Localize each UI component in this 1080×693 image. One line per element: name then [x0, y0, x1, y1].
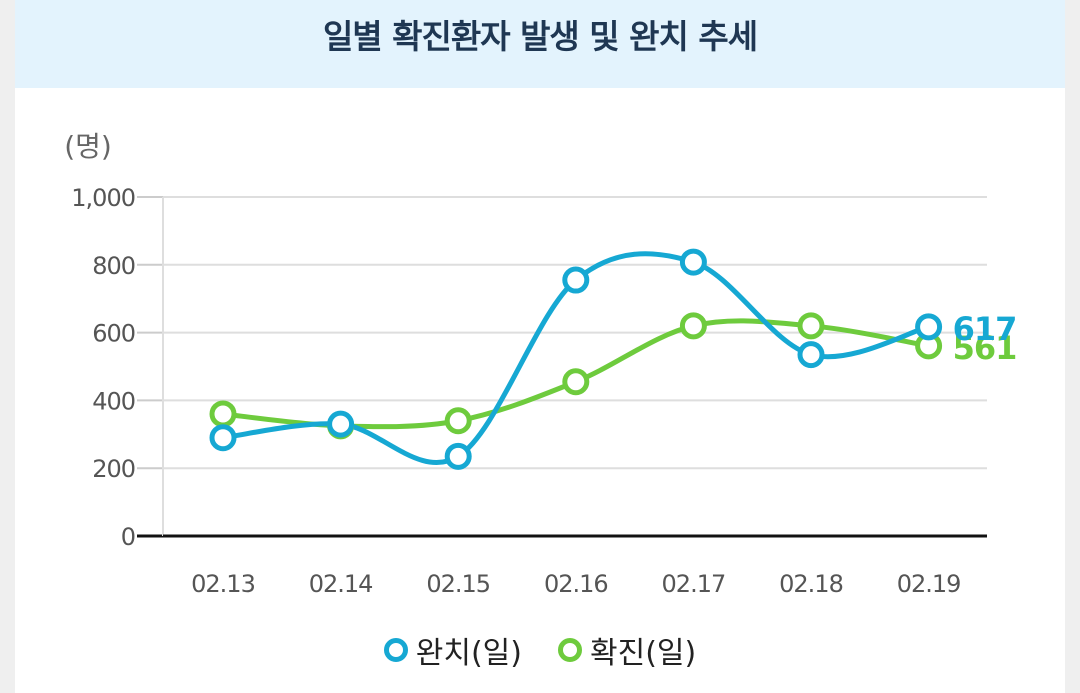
legend-item-recovered[interactable]: 완치(일) [383, 628, 522, 672]
y-tick-label: 400 [92, 387, 135, 415]
y-tick-label: 0 [121, 523, 135, 551]
x-tick-label: 02.19 [897, 570, 961, 598]
confirmed-point [679, 312, 707, 340]
confirmed-end-label: 561 [953, 329, 1017, 367]
recovered-end-label: 617 [953, 310, 1017, 348]
confirmed-marker-icon [558, 638, 582, 662]
y-tick-label: 1,000 [71, 184, 135, 212]
y-tick-label: 600 [92, 320, 135, 348]
chart-legend: 완치(일) 확진(일) [0, 628, 1080, 672]
recovered-marker-icon [383, 638, 408, 662]
x-tick-label: 02.16 [544, 570, 608, 598]
legend-label-confirmed: 확진(일) [590, 636, 697, 671]
y-tick-label: 800 [92, 252, 135, 280]
legend-item-confirmed[interactable]: 확진(일) [558, 628, 696, 672]
x-tick-label: 02.17 [662, 570, 726, 598]
recovered-point [797, 341, 825, 369]
recovered-point [209, 424, 237, 452]
recovered-point [679, 248, 707, 276]
x-tick-label: 02.13 [191, 570, 255, 598]
confirmed-point [562, 368, 590, 396]
chart-title: 일별 확진환자 발생 및 완치 추세 [322, 17, 758, 56]
x-tick-label: 02.15 [426, 570, 490, 598]
chart-card: 일별 확진환자 발생 및 완치 추세 [15, 0, 1065, 693]
legend-label-recovered: 완치(일) [415, 636, 522, 671]
y-tick-label: 200 [92, 455, 135, 483]
recovered-point [915, 313, 943, 341]
chart-header: 일별 확진환자 발생 및 완치 추세 [15, 0, 1065, 88]
x-tick-label: 02.18 [779, 570, 843, 598]
recovered-point [327, 410, 355, 438]
recovered-point [562, 266, 590, 294]
confirmed-point [444, 407, 472, 435]
x-tick-label: 02.14 [309, 570, 373, 598]
confirmed-point [797, 312, 825, 340]
confirmed-point [209, 400, 237, 428]
recovered-point [444, 442, 472, 470]
y-axis-label: (명) [64, 130, 112, 163]
